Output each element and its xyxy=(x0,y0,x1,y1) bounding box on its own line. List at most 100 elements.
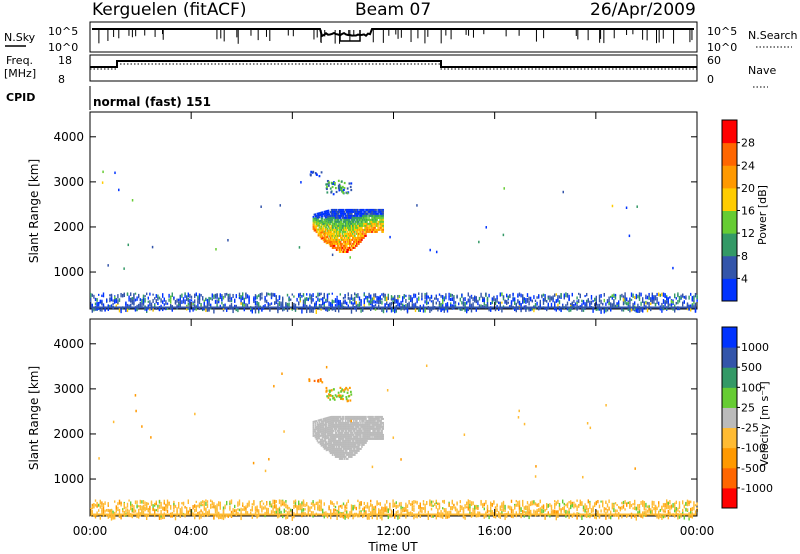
echo-cell xyxy=(326,211,329,214)
echo-cell xyxy=(293,295,295,298)
echo-cell xyxy=(320,444,323,447)
echo-cell xyxy=(323,429,326,432)
echo-cell xyxy=(336,423,339,426)
echo-cell xyxy=(251,515,253,519)
echo-cell xyxy=(266,299,268,304)
echo-cell xyxy=(154,297,156,300)
echo-cell xyxy=(362,224,364,227)
echo-cell xyxy=(381,308,383,312)
echo-cell xyxy=(344,246,347,249)
echo-cell xyxy=(200,509,202,513)
echo-cell xyxy=(347,421,350,424)
echo-cell xyxy=(329,424,332,427)
echo-cell xyxy=(211,298,213,301)
echo-cell xyxy=(323,238,326,241)
echo-cell xyxy=(374,433,376,436)
echo-cell xyxy=(354,230,356,233)
echo-cell xyxy=(327,233,330,236)
echo-cell xyxy=(451,293,453,297)
echo-cell xyxy=(566,293,569,298)
echo-cell xyxy=(390,295,393,300)
echo-cell xyxy=(363,509,365,514)
echo-cell xyxy=(574,504,577,507)
echo-cell xyxy=(678,298,681,303)
echo-cell xyxy=(364,214,366,217)
echo-cell xyxy=(341,238,344,241)
echo-cell xyxy=(510,304,513,308)
echo-cell xyxy=(359,210,361,213)
echo-cell xyxy=(332,242,335,245)
echo-cell xyxy=(335,226,338,229)
echo-cell xyxy=(598,303,601,307)
echo-cell xyxy=(365,441,367,444)
freq-trace xyxy=(90,60,697,68)
echo-cell xyxy=(341,246,344,249)
echo-cell xyxy=(382,230,384,233)
echo-cell xyxy=(331,224,334,227)
echo-cell xyxy=(332,439,335,442)
echo-cell xyxy=(379,295,381,299)
echo-cell xyxy=(306,297,308,301)
echo-cell xyxy=(646,505,649,509)
echo-cell xyxy=(373,226,375,229)
echo-cell xyxy=(376,417,378,420)
echo-cell xyxy=(378,216,380,219)
echo-cell xyxy=(361,216,363,219)
echo-cell xyxy=(466,506,468,509)
echo-cell xyxy=(387,508,389,513)
echo-cell xyxy=(456,511,458,515)
echo-cell xyxy=(238,499,241,503)
echo-cell xyxy=(338,431,341,434)
echo-cell xyxy=(351,425,353,428)
echo-cell xyxy=(613,507,615,513)
echo-cell xyxy=(610,308,612,312)
echo-cell xyxy=(367,226,369,229)
echo-cell xyxy=(327,440,330,443)
echo-cell xyxy=(576,508,578,512)
echo-cell xyxy=(678,506,681,509)
echo-cell xyxy=(414,293,417,298)
echo-cell xyxy=(344,421,347,424)
echo-cell xyxy=(621,306,623,312)
echo-cell xyxy=(326,418,329,421)
echo-cell xyxy=(313,219,316,222)
echo-cell xyxy=(333,244,336,247)
echo-cell xyxy=(686,500,689,505)
echo-cell xyxy=(314,229,317,232)
echo-cell xyxy=(376,230,378,233)
echo-cell xyxy=(325,210,328,213)
echo-cell xyxy=(374,214,376,217)
echo-cell xyxy=(344,220,347,223)
echo-cell xyxy=(373,214,375,217)
echo-cell xyxy=(445,306,447,311)
echo-cell xyxy=(344,437,347,440)
echo-cell xyxy=(369,423,371,426)
echo-cell xyxy=(370,419,372,422)
freq-panel: Freq. [MHz] 18 8 60 0 Nave xyxy=(4,54,776,88)
echo-cell xyxy=(504,508,506,512)
echo-cell xyxy=(349,230,352,233)
echo-cell xyxy=(155,294,157,298)
echo-cell xyxy=(330,425,333,428)
echo-cell xyxy=(343,443,346,446)
echo-cell xyxy=(368,230,370,233)
echo-cell xyxy=(144,295,146,298)
echo-cell xyxy=(331,212,334,215)
echo-cell xyxy=(659,293,661,297)
echo-cell xyxy=(598,513,601,518)
echo-cell xyxy=(325,437,328,440)
echo-cell xyxy=(346,234,349,237)
echo-cell xyxy=(678,308,681,311)
echo-cell xyxy=(123,267,125,270)
echo-cell xyxy=(320,227,323,230)
echo-cell xyxy=(360,447,362,450)
echo-cell xyxy=(413,294,415,299)
echo-cell xyxy=(277,308,279,314)
echo-cell xyxy=(605,308,607,313)
echo-cell xyxy=(333,441,336,444)
echo-cell xyxy=(208,301,210,307)
echo-cell xyxy=(348,443,351,446)
echo-cell xyxy=(181,300,183,305)
echo-cell xyxy=(136,296,138,301)
echo-cell xyxy=(154,508,156,511)
